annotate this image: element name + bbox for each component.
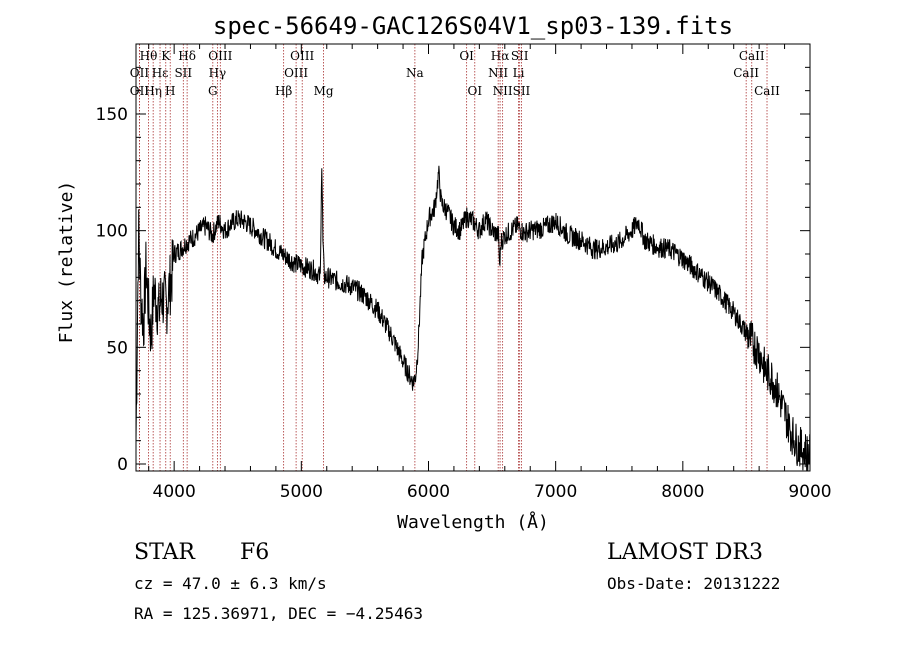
- line-label-21: NII: [493, 84, 513, 98]
- y-tick-label-0: 0: [117, 455, 128, 475]
- line-label-1: OII: [130, 66, 150, 80]
- line-label-23: Li: [513, 66, 525, 80]
- line-label-5: K: [161, 49, 171, 63]
- line-label-15: Mg: [314, 84, 334, 98]
- x-axis-label: Wavelength (Å): [397, 511, 549, 533]
- line-label-0: Hθ: [140, 49, 158, 63]
- line-label-27: CaII: [754, 84, 780, 98]
- y-tick-label-150: 150: [96, 105, 128, 125]
- chart-title: spec-56649-GAC126S04V1_sp03-139.fits: [213, 12, 733, 40]
- line-label-4: Hε: [152, 66, 169, 80]
- coordinates: RA = 125.36971, DEC = −4.25463: [134, 604, 423, 623]
- line-label-3: Hη: [144, 84, 162, 98]
- object-subclass: F6: [240, 540, 270, 565]
- axes: 4000 5000 6000 7000 8000 9000 0 50 100 150: [96, 44, 832, 502]
- plot-frame: [135, 43, 811, 472]
- line-label-18: OI: [467, 84, 482, 98]
- line-label-11: G: [208, 84, 218, 98]
- x-tick-label-8000: 8000: [661, 482, 704, 502]
- line-label-25: CaII: [739, 49, 765, 63]
- y-tick-label-50: 50: [106, 338, 128, 358]
- line-label-19: Hα: [491, 49, 510, 63]
- obs-date: Obs-Date: 20131222: [607, 574, 781, 593]
- line-label-7: SII: [174, 66, 192, 80]
- line-label-22: SII: [511, 49, 529, 63]
- line-label-17: OI: [459, 49, 474, 63]
- line-label-8: Hδ: [178, 49, 196, 63]
- y-axis-label: Flux (relative): [56, 181, 77, 344]
- x-tick-label-9000: 9000: [788, 482, 831, 502]
- x-tick-label-7000: 7000: [534, 482, 577, 502]
- line-label-12: Hβ: [275, 84, 292, 98]
- x-tick-label-6000: 6000: [407, 482, 450, 502]
- redshift-text: cz = 47.0 ± 6.3 km/s: [134, 574, 327, 593]
- line-label-13: OIII: [290, 49, 314, 63]
- y-tick-label-100: 100: [96, 222, 128, 242]
- line-label-20: NII: [488, 66, 508, 80]
- line-label-14: OIII: [284, 66, 308, 80]
- x-tick-label-5000: 5000: [280, 482, 323, 502]
- line-label-9: OIII: [208, 49, 232, 63]
- line-label-26: CaII: [733, 66, 759, 80]
- line-label-16: Na: [406, 66, 424, 80]
- survey-name: LAMOST DR3: [607, 540, 763, 565]
- line-label-24: SII: [513, 84, 531, 98]
- spectrum-line: [135, 165, 811, 472]
- object-class: STAR: [134, 540, 195, 565]
- line-label-6: H: [165, 84, 175, 98]
- x-tick-label-4000: 4000: [153, 482, 196, 502]
- line-label-10: Hγ: [209, 66, 227, 80]
